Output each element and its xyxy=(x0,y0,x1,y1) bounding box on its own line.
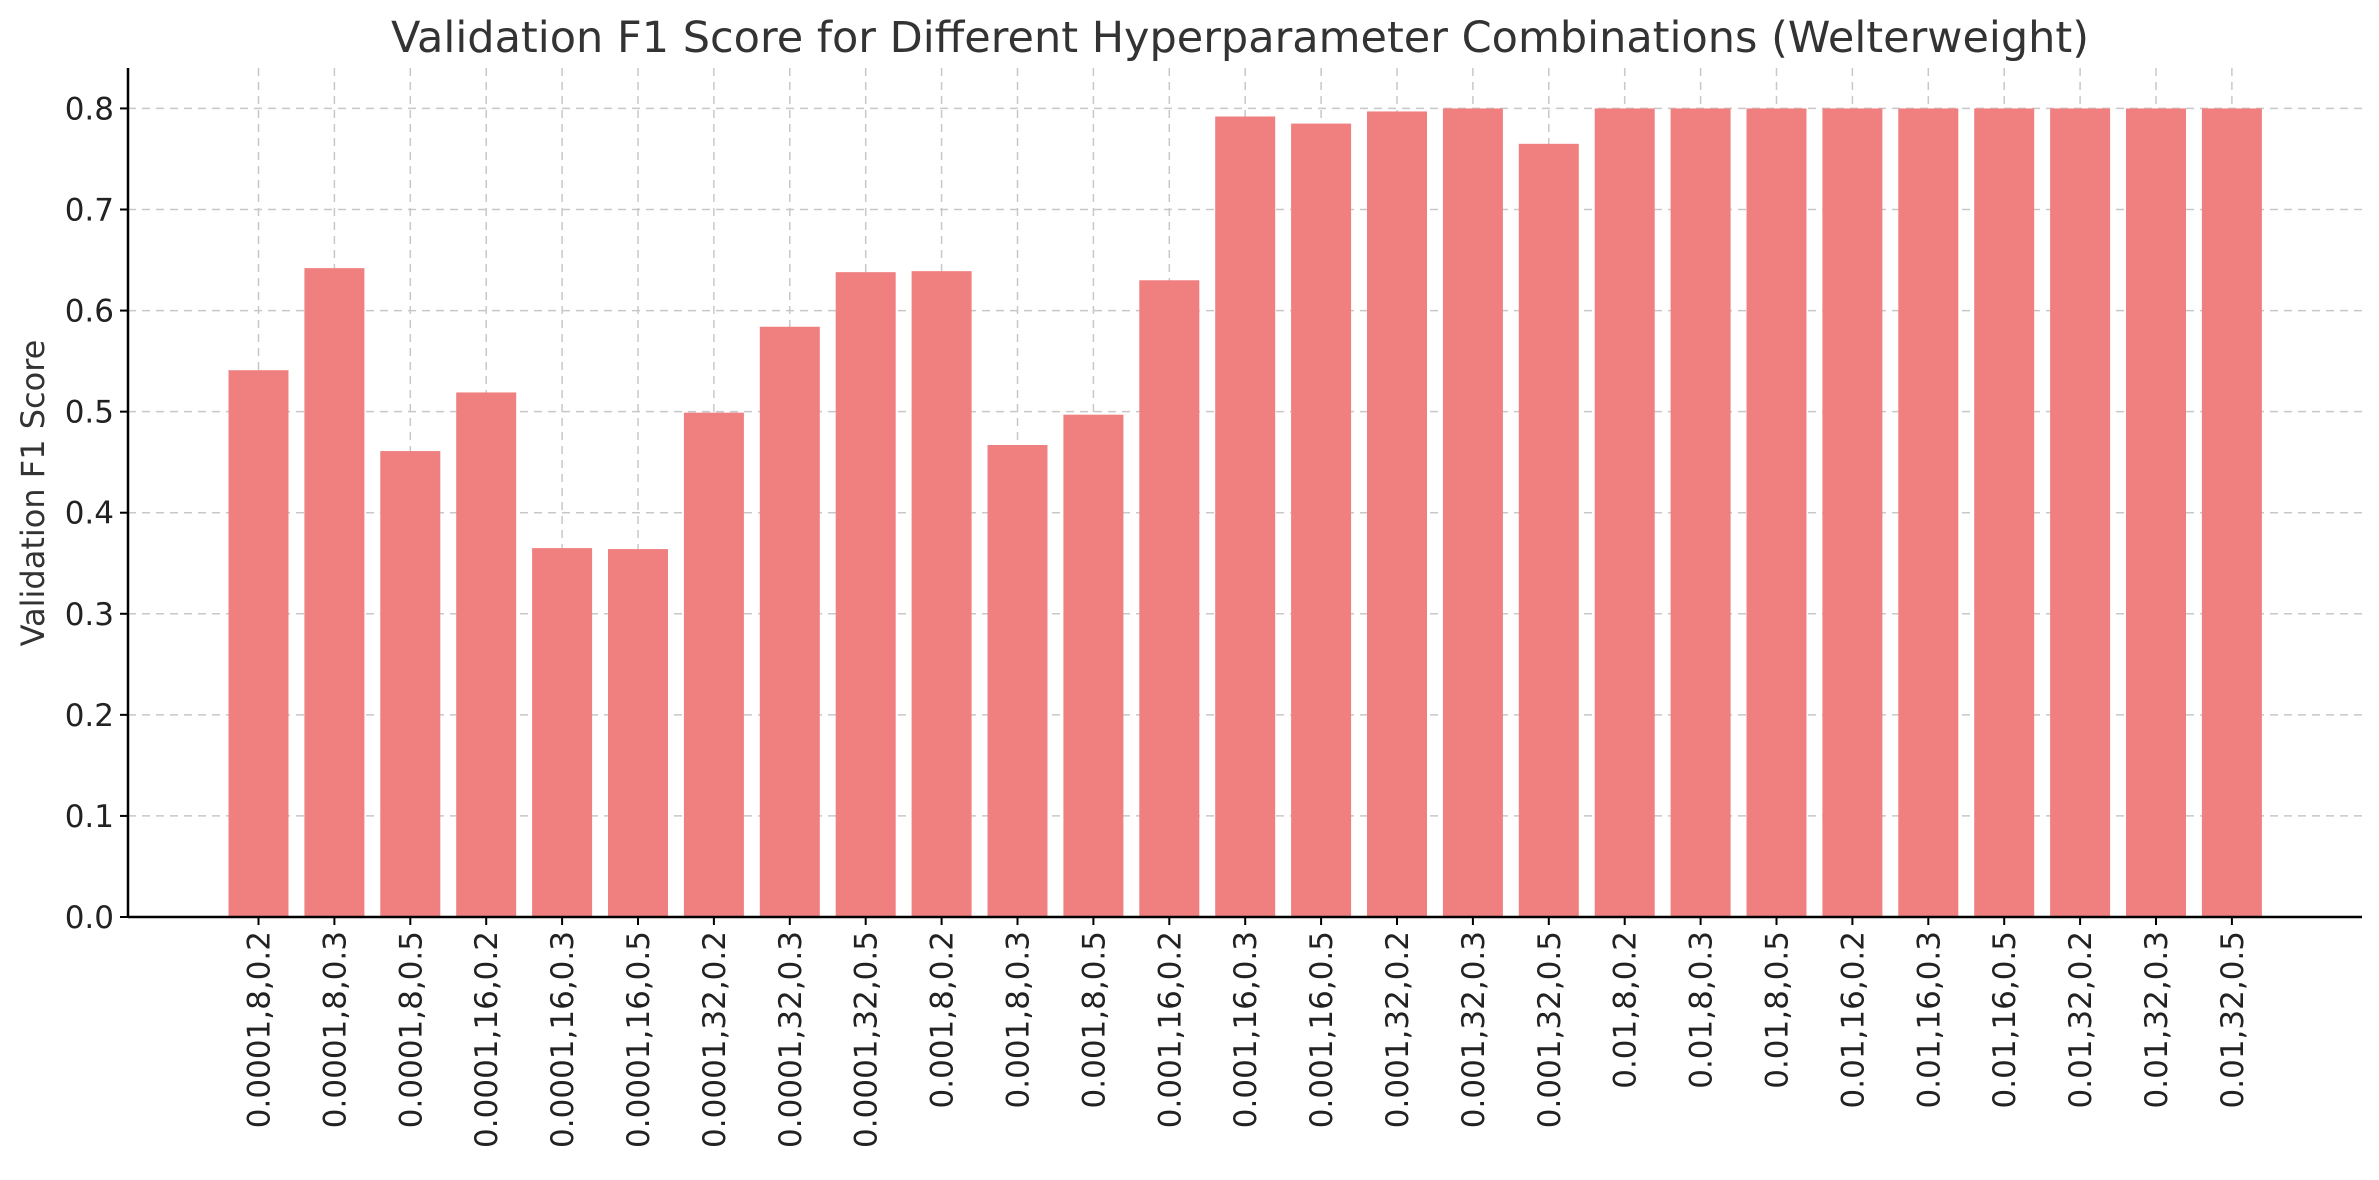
bar xyxy=(683,412,744,917)
y-tick-label: 0.3 xyxy=(65,597,114,633)
x-tick-label: 0.001,8,0.5 xyxy=(1076,931,1112,1108)
bars-layer xyxy=(228,108,2262,918)
bar xyxy=(2126,108,2186,917)
y-tick-label: 0.0 xyxy=(65,900,114,936)
axes-layer xyxy=(120,68,2362,925)
x-tick-label: 0.0001,32,0.3 xyxy=(773,931,809,1148)
y-tick-label: 0.6 xyxy=(65,294,114,330)
y-tick-label: 0.4 xyxy=(65,496,114,532)
bar xyxy=(1518,143,1579,917)
bar xyxy=(759,326,820,917)
y-tick-labels: 0.0 0.1 0.2 0.3 0.4 0.5 0.6 0.7 0.8 xyxy=(65,91,114,936)
bar xyxy=(1974,108,2035,917)
x-tick-label: 0.001,32,0.5 xyxy=(1532,931,1568,1128)
chart-title: Validation F1 Score for Different Hyperp… xyxy=(391,13,2089,63)
x-tick-label: 0.0001,16,0.2 xyxy=(469,931,505,1148)
bar xyxy=(1670,108,1731,917)
x-tick-label: 0.001,16,0.5 xyxy=(1304,931,1340,1128)
x-tick-label: 0.01,16,0.5 xyxy=(1987,931,2023,1108)
bar xyxy=(1291,123,1352,917)
bar xyxy=(835,272,896,917)
bar xyxy=(608,549,668,917)
bar xyxy=(1063,414,1124,917)
x-tick-label: 0.001,8,0.3 xyxy=(1001,931,1037,1108)
x-tick-label: 0.001,32,0.2 xyxy=(1380,931,1416,1128)
x-tick-label: 0.01,8,0.2 xyxy=(1608,931,1644,1089)
x-tick-label: 0.01,8,0.5 xyxy=(1760,931,1796,1089)
x-tick-label: 0.01,16,0.3 xyxy=(1911,931,1947,1108)
x-tick-label: 0.01,16,0.2 xyxy=(1835,931,1871,1108)
bar xyxy=(1215,116,1276,917)
bar xyxy=(1367,111,1427,918)
x-tick-labels: 0.0001,8,0.2 0.0001,8,0.3 0.0001,8,0.5 0.00… xyxy=(242,931,2251,1148)
x-tick-label: 0.001,16,0.2 xyxy=(1152,931,1188,1128)
bar xyxy=(380,451,441,917)
bar xyxy=(532,548,593,917)
bar xyxy=(2050,108,2111,917)
y-tick-label: 0.2 xyxy=(65,698,114,734)
x-tick-label: 0.0001,32,0.5 xyxy=(849,931,885,1148)
bar xyxy=(456,392,517,917)
bar xyxy=(2201,108,2262,917)
x-tick-label: 0.01,8,0.3 xyxy=(1684,931,1720,1089)
x-tick-label: 0.01,32,0.2 xyxy=(2063,931,2099,1108)
x-tick-label: 0.001,8,0.2 xyxy=(925,931,961,1108)
y-axis-label: Validation F1 Score xyxy=(14,340,52,647)
x-tick-label: 0.01,32,0.5 xyxy=(2215,931,2251,1108)
bar xyxy=(1746,108,1807,917)
y-tick-label: 0.5 xyxy=(65,395,114,431)
x-tick-label: 0.0001,8,0.5 xyxy=(393,931,429,1128)
x-tick-label: 0.0001,8,0.2 xyxy=(242,931,278,1128)
bar xyxy=(1594,108,1655,917)
bar xyxy=(1898,108,1959,917)
x-tick-label: 0.01,32,0.3 xyxy=(2139,931,2175,1108)
y-tick-label: 0.7 xyxy=(65,193,114,229)
bar xyxy=(911,271,972,917)
bar xyxy=(1139,280,1200,917)
bar xyxy=(987,444,1048,917)
bar xyxy=(1822,108,1883,917)
bar xyxy=(1442,108,1503,917)
x-tick-label: 0.0001,8,0.3 xyxy=(317,931,353,1128)
x-tick-label: 0.0001,16,0.3 xyxy=(545,931,581,1148)
y-tick-label: 0.1 xyxy=(65,799,114,835)
x-tick-label: 0.001,32,0.3 xyxy=(1456,931,1492,1128)
x-tick-label: 0.0001,16,0.5 xyxy=(621,931,657,1148)
x-tick-label: 0.001,16,0.3 xyxy=(1228,931,1264,1128)
bar xyxy=(228,370,289,917)
y-tick-label: 0.8 xyxy=(65,91,114,127)
x-tick-label: 0.0001,32,0.2 xyxy=(697,931,733,1148)
bar xyxy=(304,268,365,917)
